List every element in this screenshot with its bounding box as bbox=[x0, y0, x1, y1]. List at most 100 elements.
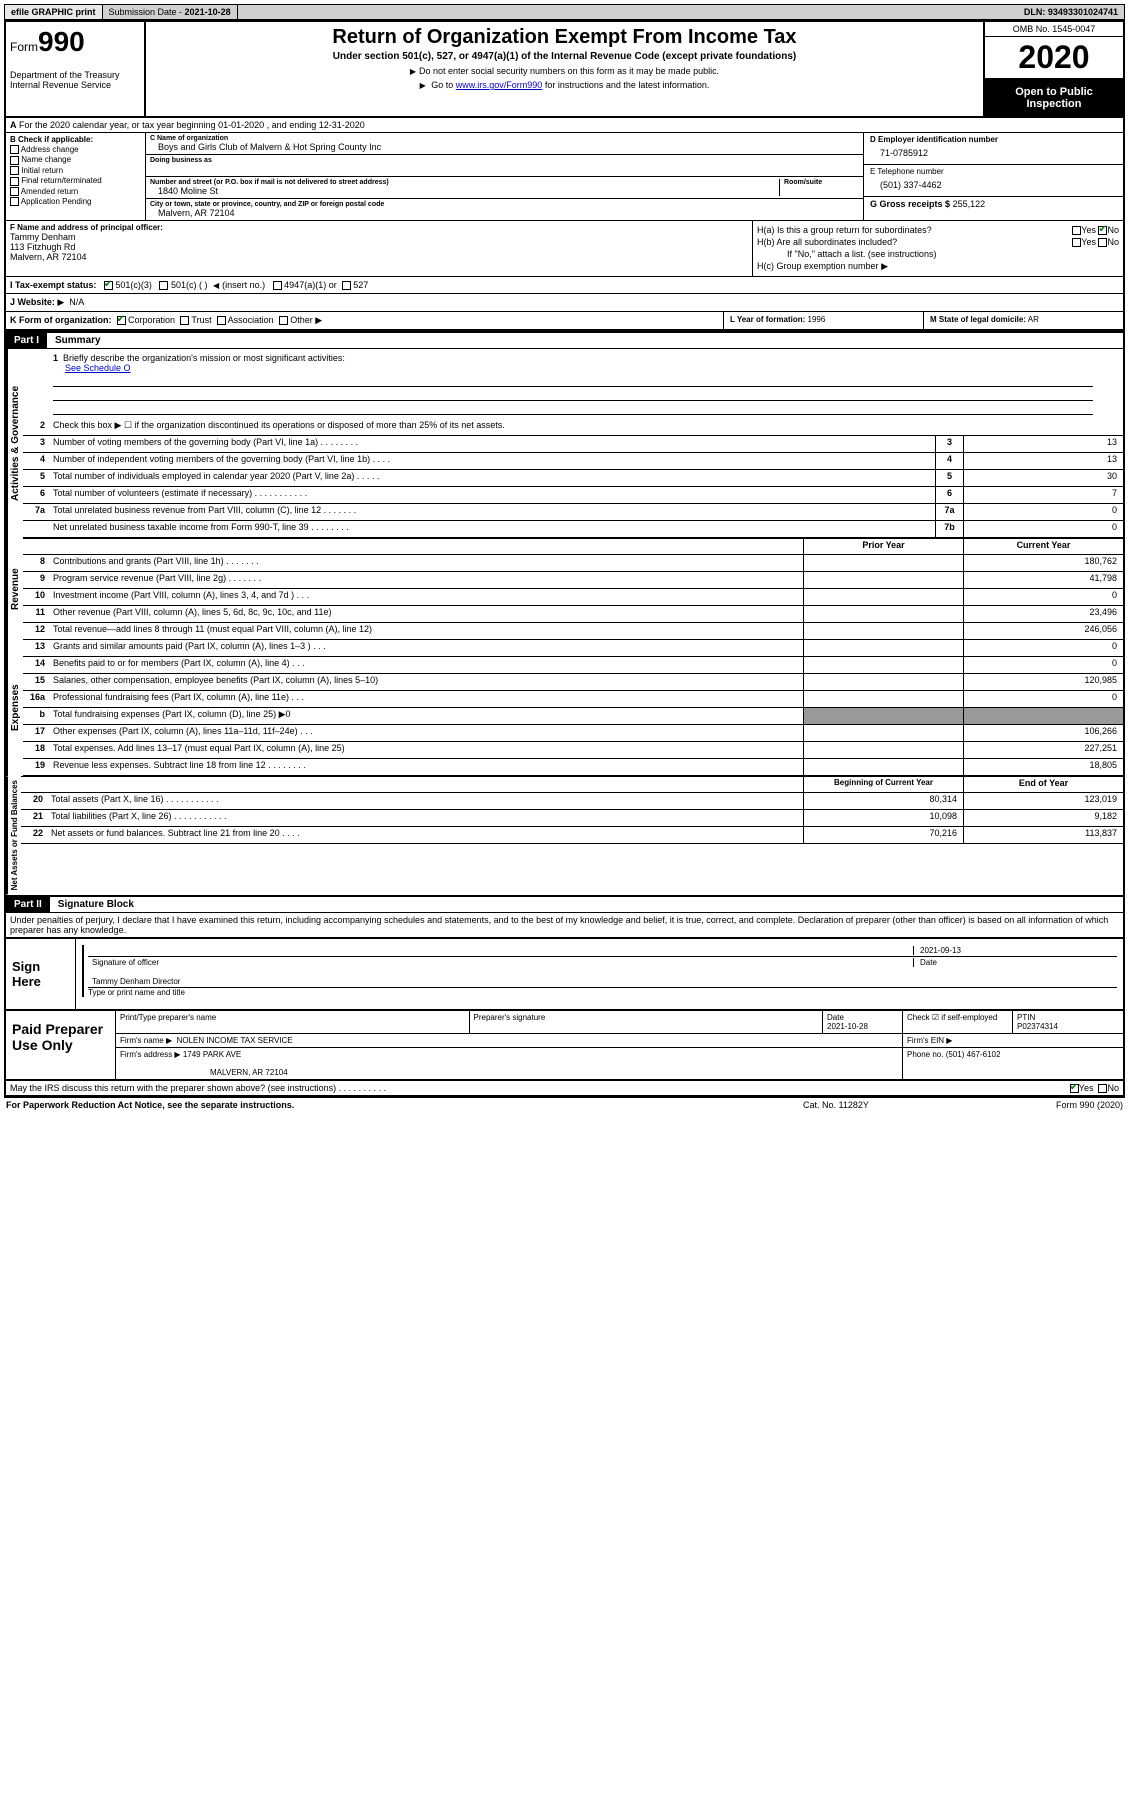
side-netassets: Net Assets or Fund Balances bbox=[6, 776, 21, 894]
m-domicile: M State of legal domicile: AR bbox=[923, 312, 1123, 329]
form-prefix: Form bbox=[10, 40, 38, 54]
cb-trust[interactable] bbox=[180, 316, 189, 325]
hb-yes[interactable] bbox=[1072, 238, 1081, 247]
cb-4947[interactable] bbox=[273, 281, 282, 290]
form-title: Return of Organization Exempt From Incom… bbox=[150, 26, 979, 49]
l-formation: L Year of formation: 1996 bbox=[723, 312, 923, 329]
net-assets-section: Net Assets or Fund Balances Beginning of… bbox=[6, 776, 1123, 894]
b-label: B Check if applicable: bbox=[10, 135, 141, 144]
top-bar: efile GRAPHIC print Submission Date - 20… bbox=[4, 4, 1125, 20]
cb-initial-return[interactable]: Initial return bbox=[10, 166, 141, 175]
column-c: C Name of organization Boys and Girls Cl… bbox=[146, 133, 863, 220]
header-left: Form990 Department of the Treasury Inter… bbox=[6, 22, 146, 116]
col-beg-year: Beginning of Current Year bbox=[803, 777, 963, 792]
ha-yes[interactable] bbox=[1072, 226, 1081, 235]
phone-label: E Telephone number bbox=[870, 167, 1117, 176]
table-row: 3Number of voting members of the governi… bbox=[23, 436, 1123, 453]
header-right: OMB No. 1545-0047 2020 Open to Public In… bbox=[983, 22, 1123, 116]
row-j-website: J Website: ▶ N/A bbox=[6, 294, 1123, 312]
table-row: 5Total number of individuals employed in… bbox=[23, 470, 1123, 487]
col-prior-year: Prior Year bbox=[803, 539, 963, 554]
tax-year: 2020 bbox=[985, 37, 1123, 80]
revenue-section: Revenue Prior Year Current Year 8Contrib… bbox=[6, 538, 1123, 640]
table-row: 22Net assets or fund balances. Subtract … bbox=[21, 827, 1123, 844]
cb-other[interactable] bbox=[279, 316, 288, 325]
cb-assoc[interactable] bbox=[217, 316, 226, 325]
footer-left: For Paperwork Reduction Act Notice, see … bbox=[6, 1100, 803, 1110]
officer-addr2: Malvern, AR 72104 bbox=[10, 252, 748, 262]
table-row: 12Total revenue—add lines 8 through 11 (… bbox=[23, 623, 1123, 640]
row-a-text: For the 2020 calendar year, or tax year … bbox=[19, 120, 365, 130]
form-container: Form990 Department of the Treasury Inter… bbox=[4, 20, 1125, 1098]
q2-text: Check this box ▶ ☐ if the organization d… bbox=[49, 419, 1123, 435]
gross-value: 255,122 bbox=[953, 199, 986, 209]
org-name: Boys and Girls Club of Malvern & Hot Spr… bbox=[150, 142, 859, 152]
phone-value: (501) 337-4462 bbox=[870, 176, 1117, 194]
cb-corp[interactable] bbox=[117, 316, 126, 325]
prep-sig-hdr: Preparer's signature bbox=[470, 1011, 824, 1033]
declaration-text: Under penalties of perjury, I declare th… bbox=[6, 913, 1123, 937]
table-row: 6Total number of volunteers (estimate if… bbox=[23, 487, 1123, 504]
row-i-status: I Tax-exempt status: 501(c)(3) 501(c) ( … bbox=[6, 277, 1123, 294]
f-label: F Name and address of principal officer: bbox=[10, 223, 748, 232]
discuss-text: May the IRS discuss this return with the… bbox=[10, 1083, 386, 1093]
hb-note: If "No," attach a list. (see instruction… bbox=[757, 249, 1119, 259]
form-subtitle: Under section 501(c), 527, or 4947(a)(1)… bbox=[150, 51, 979, 62]
expenses-section: Expenses 13Grants and similar amounts pa… bbox=[6, 640, 1123, 776]
discuss-yes[interactable] bbox=[1070, 1084, 1079, 1093]
officer-addr1: 113 Fitzhugh Rd bbox=[10, 242, 748, 252]
q1-text: Briefly describe the organization's miss… bbox=[63, 353, 345, 363]
cb-final-return[interactable]: Final return/terminated bbox=[10, 176, 141, 185]
table-row: 19Revenue less expenses. Subtract line 1… bbox=[23, 759, 1123, 776]
sig-officer-label: Signature of officer bbox=[92, 958, 913, 967]
dba-label: Doing business as bbox=[150, 157, 859, 164]
dba-value bbox=[150, 164, 859, 174]
col-current-year: Current Year bbox=[963, 539, 1123, 554]
q1-answer[interactable]: See Schedule O bbox=[53, 363, 131, 373]
cb-501c[interactable] bbox=[159, 281, 168, 290]
cb-application-pending[interactable]: Application Pending bbox=[10, 197, 141, 206]
mission-block: 1 Briefly describe the organization's mi… bbox=[23, 349, 1123, 419]
submission-date-label: Submission Date - bbox=[109, 7, 185, 17]
footer-right: Form 990 (2020) bbox=[1003, 1100, 1123, 1110]
sign-here-label: Sign Here bbox=[6, 939, 76, 1009]
addr-label: Number and street (or P.O. box if mail i… bbox=[150, 179, 779, 186]
table-row: Net unrelated business taxable income fr… bbox=[23, 521, 1123, 538]
column-b: B Check if applicable: Address change Na… bbox=[6, 133, 146, 220]
footer-mid: Cat. No. 11282Y bbox=[803, 1100, 1003, 1110]
prep-date-hdr: Date bbox=[827, 1013, 844, 1022]
discuss-row: May the IRS discuss this return with the… bbox=[6, 1081, 1123, 1096]
form-note-1: Do not enter social security numbers on … bbox=[150, 66, 979, 76]
table-row: 14Benefits paid to or for members (Part … bbox=[23, 657, 1123, 674]
cb-527[interactable] bbox=[342, 281, 351, 290]
firm-ein-lbl: Firm's EIN ▶ bbox=[903, 1034, 1123, 1047]
firm-phone: (501) 467-6102 bbox=[946, 1050, 1001, 1059]
gross-label: G Gross receipts $ bbox=[870, 199, 950, 209]
cb-501c3[interactable] bbox=[104, 281, 113, 290]
ein-label: D Employer identification number bbox=[870, 135, 1117, 144]
k-orgform: K Form of organization: Corporation Trus… bbox=[6, 312, 723, 329]
cb-amended-return[interactable]: Amended return bbox=[10, 187, 141, 196]
part1-bar: Part I Summary bbox=[6, 331, 1123, 349]
firm-addr1: 1749 PARK AVE bbox=[183, 1050, 241, 1059]
cb-name-change[interactable]: Name change bbox=[10, 155, 141, 164]
department-label: Department of the Treasury Internal Reve… bbox=[10, 70, 140, 90]
hb-label: H(b) Are all subordinates included? bbox=[757, 237, 897, 247]
cb-address-change[interactable]: Address change bbox=[10, 145, 141, 154]
instructions-link[interactable]: www.irs.gov/Form990 bbox=[456, 80, 543, 90]
section-fh: F Name and address of principal officer:… bbox=[6, 221, 1123, 277]
ptin-hdr: PTIN bbox=[1017, 1013, 1035, 1022]
efile-print-button[interactable]: efile GRAPHIC print bbox=[5, 5, 103, 19]
paid-preparer-label: Paid Preparer Use Only bbox=[6, 1011, 116, 1079]
open-inspection-label: Open to Public Inspection bbox=[985, 80, 1123, 116]
dln-label: DLN: 93493301024741 bbox=[1018, 5, 1124, 19]
ha-no[interactable] bbox=[1098, 226, 1107, 235]
ptin-val: P02374314 bbox=[1017, 1022, 1058, 1031]
form-number: 990 bbox=[38, 26, 85, 57]
side-expenses: Expenses bbox=[6, 640, 23, 776]
ein-value: 71-0785912 bbox=[870, 144, 1117, 162]
submission-date-value: 2021-10-28 bbox=[185, 7, 231, 17]
firm-name-lbl: Firm's name ▶ bbox=[120, 1036, 172, 1045]
column-h: H(a) Is this a group return for subordin… bbox=[753, 221, 1123, 276]
self-employed[interactable]: Check ☑ if self-employed bbox=[903, 1011, 1013, 1033]
